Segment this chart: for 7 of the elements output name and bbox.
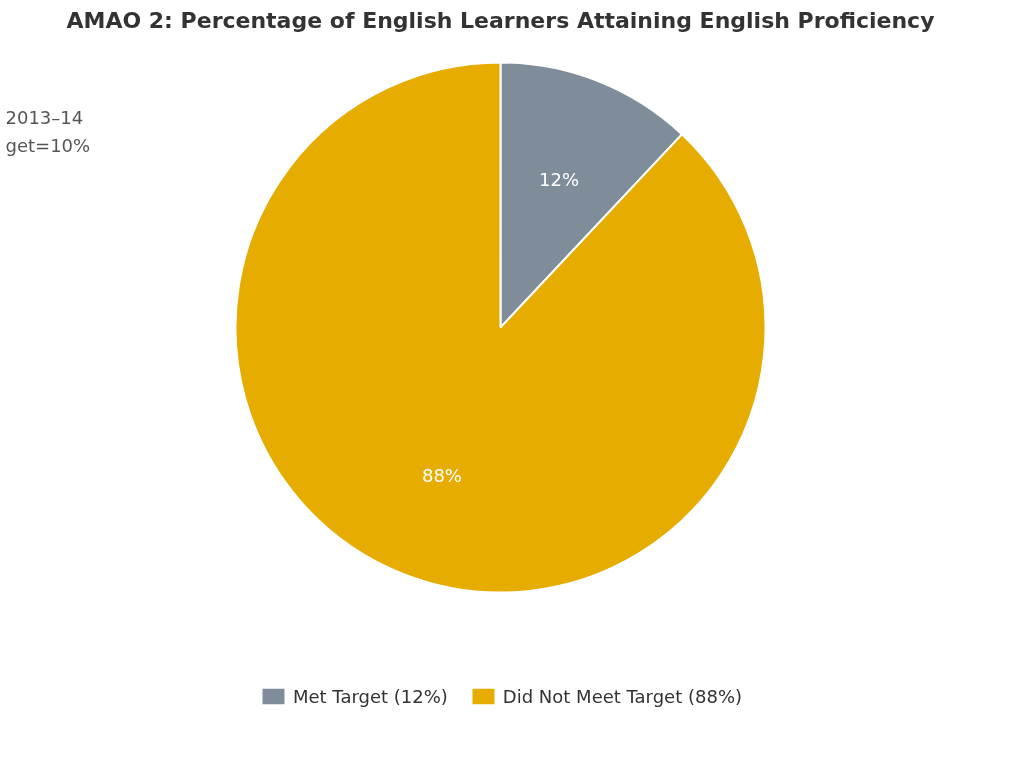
data-label: 88% [421,464,462,486]
legend-label: Did Not Meet Target (88%) [502,685,743,707]
text: 2013–14 [5,106,84,128]
text: get=10% [5,134,91,156]
legend-label: Met Target (12%) [292,685,448,707]
data-label: 12% [539,169,580,191]
chart-title: AMAO 2: Percentage of English Learners Attaining English Proficiency [66,7,935,33]
